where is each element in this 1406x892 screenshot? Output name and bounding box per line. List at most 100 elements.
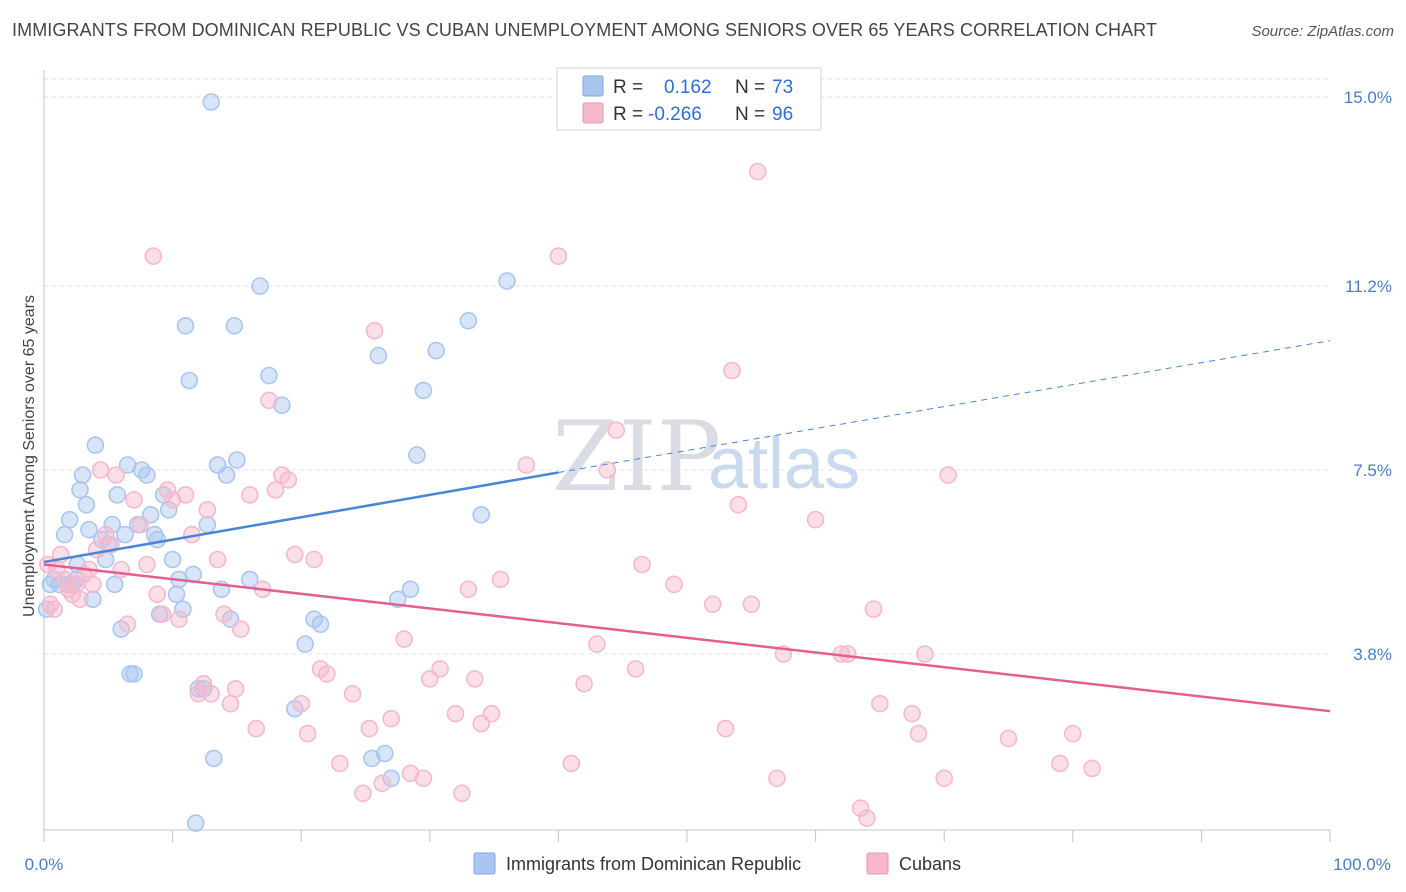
cubans-point-96	[871, 694, 889, 713]
bottom-legend-label-cubans: Cubans	[899, 854, 961, 874]
cubans-point-86	[742, 595, 761, 614]
cubans-point-64	[431, 660, 449, 678]
dominican-point-11	[73, 466, 92, 484]
watermark-zip: ZIP	[552, 401, 721, 513]
cubans-point-49	[298, 724, 317, 743]
cubans-point-22	[138, 555, 156, 574]
bottom-legend-swatch-dominican	[473, 852, 496, 875]
cubans-point-25	[153, 605, 172, 624]
cubans-point-44	[266, 481, 285, 499]
dominican-point-13	[80, 520, 98, 539]
legend-n-label-1: N =	[735, 77, 765, 98]
cubans-point-79	[626, 660, 645, 678]
trend-lines	[43, 340, 1331, 713]
dominican-point-32	[148, 530, 166, 549]
cubans-point-57	[365, 321, 384, 340]
cubans-point-88	[768, 769, 786, 788]
cubans-point-55	[354, 784, 372, 803]
y-tick-label-0: 3.8%	[1353, 645, 1392, 664]
dominican-point-6	[60, 510, 79, 529]
dominican-point-56	[251, 277, 269, 295]
cubans-point-9	[71, 590, 89, 609]
legend-r-label-2: R =	[613, 104, 643, 125]
dominican-point-73	[472, 505, 491, 524]
cubans-point-61	[401, 764, 420, 783]
cubans-point-23	[144, 247, 163, 265]
dominican-point-66	[382, 769, 401, 788]
cubans-point-59	[382, 709, 401, 728]
cubans-point-82	[703, 595, 722, 614]
dominican-point-48	[205, 749, 223, 768]
legend-r-label-1: R =	[613, 77, 643, 98]
chart-title: IMMIGRANTS FROM DOMINICAN REPUBLIC VS CU…	[12, 20, 1158, 40]
cubans-point-83	[716, 719, 735, 738]
cubans-point-101	[939, 466, 957, 484]
series-dominican-points	[37, 93, 516, 832]
dominican-point-51	[217, 466, 236, 484]
legend-r-value-1: 0.162	[664, 77, 712, 98]
dominican-point-47	[202, 93, 220, 111]
cubans-point-54	[343, 684, 362, 703]
dominican-point-62	[311, 615, 330, 634]
bottom-legend-swatch-cubans	[866, 852, 889, 875]
dominican-point-29	[138, 466, 156, 484]
dominican-point-60	[296, 635, 314, 653]
cubans-point-46	[279, 471, 298, 489]
dominican-point-35	[159, 500, 178, 519]
dominican-point-64	[369, 346, 388, 365]
dominican-point-53	[225, 316, 244, 335]
cubans-point-33	[198, 500, 217, 519]
dominican-point-63	[363, 749, 381, 768]
cubans-point-90	[806, 510, 825, 529]
cubans-point-102	[999, 729, 1018, 748]
dominican-point-12	[77, 495, 96, 514]
cubans-point-71	[491, 570, 510, 589]
x-tick-marks	[43, 830, 1331, 842]
cubans-point-41	[247, 719, 266, 738]
cubans-point-75	[575, 674, 593, 693]
cubans-point-35	[208, 550, 227, 569]
cubans-point-38	[226, 679, 245, 698]
cubans-point-66	[453, 784, 471, 803]
source-credit: Source: ZipAtlas.com	[1251, 23, 1394, 40]
cubans-point-20	[125, 490, 143, 509]
dominican-point-21	[108, 486, 127, 504]
cubans-point-62	[414, 769, 433, 788]
cubans-point-87	[748, 162, 767, 181]
cubans-point-53	[330, 754, 349, 773]
cubans-point-2	[45, 600, 64, 619]
series-legend: Immigrants from Dominican Republic Cuban…	[473, 852, 961, 875]
cubans-point-72	[517, 456, 536, 474]
dominican-point-39	[174, 600, 192, 619]
dominican-point-43	[186, 814, 205, 832]
cubans-point-97	[903, 704, 921, 723]
cubans-point-84	[723, 361, 741, 380]
dominican-point-57	[260, 366, 278, 385]
cubans-point-98	[909, 724, 928, 743]
dominican-point-20	[105, 575, 124, 594]
dominican-point-10	[71, 481, 89, 499]
series-cubans-points	[39, 162, 1101, 827]
dominican-point-15	[86, 436, 105, 454]
cubans-point-17	[107, 466, 125, 484]
dominican-point-58	[273, 396, 291, 415]
cubans-point-37	[221, 694, 240, 713]
cubans-point-50	[305, 550, 323, 569]
gridlines	[44, 78, 1330, 655]
cubans-point-28	[170, 610, 188, 629]
dominican-point-46	[198, 515, 217, 534]
cubans-point-21	[131, 515, 150, 534]
cubans-point-52	[318, 665, 336, 683]
y-axis-label: Unemployment Among Seniors over 65 years	[21, 295, 38, 617]
dominican-point-65	[375, 744, 394, 763]
legend-n-value-1: 73	[772, 77, 793, 98]
correlation-legend: R = 0.162 N = 73 R = -0.266 N = 96	[556, 67, 822, 131]
dominican-point-19	[103, 515, 121, 534]
cubans-point-105	[1083, 759, 1101, 778]
trend-line-dominican	[43, 471, 559, 564]
bottom-legend-label-dominican: Immigrants from Dominican Republic	[506, 854, 801, 874]
dominican-point-74	[498, 272, 516, 290]
cubans-point-31	[189, 684, 208, 703]
y-tick-labels: 3.8% 7.5% 11.2% 15.0%	[1344, 88, 1392, 664]
watermark-atlas: atlas	[708, 424, 860, 504]
